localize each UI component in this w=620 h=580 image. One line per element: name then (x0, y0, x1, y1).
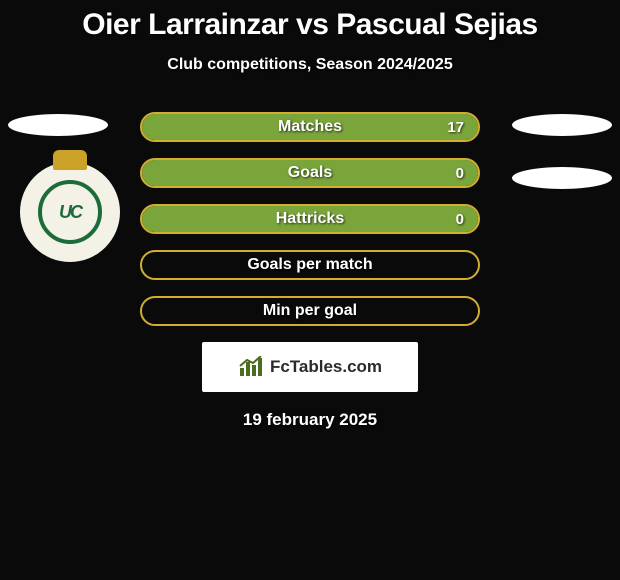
stat-bar-value: 0 (456, 211, 464, 228)
club-badge-letters: UC (38, 180, 102, 244)
subtitle: Club competitions, Season 2024/2025 (0, 56, 620, 74)
player-right-placeholder-1 (512, 114, 612, 136)
crown-icon (53, 150, 87, 170)
stat-bar-label: Matches (278, 118, 342, 136)
page-title: Oier Larrainzar vs Pascual Sejias (0, 0, 620, 42)
bar-chart-icon (238, 356, 264, 378)
stat-bar: Goals 0 (140, 158, 480, 188)
stat-bar-value: 0 (456, 165, 464, 182)
club-badge: UC (20, 162, 120, 262)
player-right-placeholder-2 (512, 167, 612, 189)
player-left-placeholder (8, 114, 108, 136)
stat-bar: Hattricks 0 (140, 204, 480, 234)
stat-bars: Matches 17 Goals 0 Hattricks 0 Goals per match… (140, 112, 480, 326)
comparison-panel: UC Matches 17 Goals 0 Hattricks 0 Goals per ma… (0, 112, 620, 430)
stat-bar: Min per goal (140, 296, 480, 326)
stat-bar-label: Goals (288, 164, 332, 182)
stat-bar-label: Min per goal (263, 302, 357, 320)
report-date: 19 february 2025 (0, 410, 620, 430)
fctables-logo-text: FcTables.com (270, 357, 382, 377)
stat-bar-value: 17 (447, 119, 464, 136)
fctables-logo: FcTables.com (202, 342, 418, 392)
stat-bar-label: Goals per match (247, 256, 372, 274)
stat-bar: Goals per match (140, 250, 480, 280)
stat-bar-label: Hattricks (276, 210, 344, 228)
stat-bar: Matches 17 (140, 112, 480, 142)
